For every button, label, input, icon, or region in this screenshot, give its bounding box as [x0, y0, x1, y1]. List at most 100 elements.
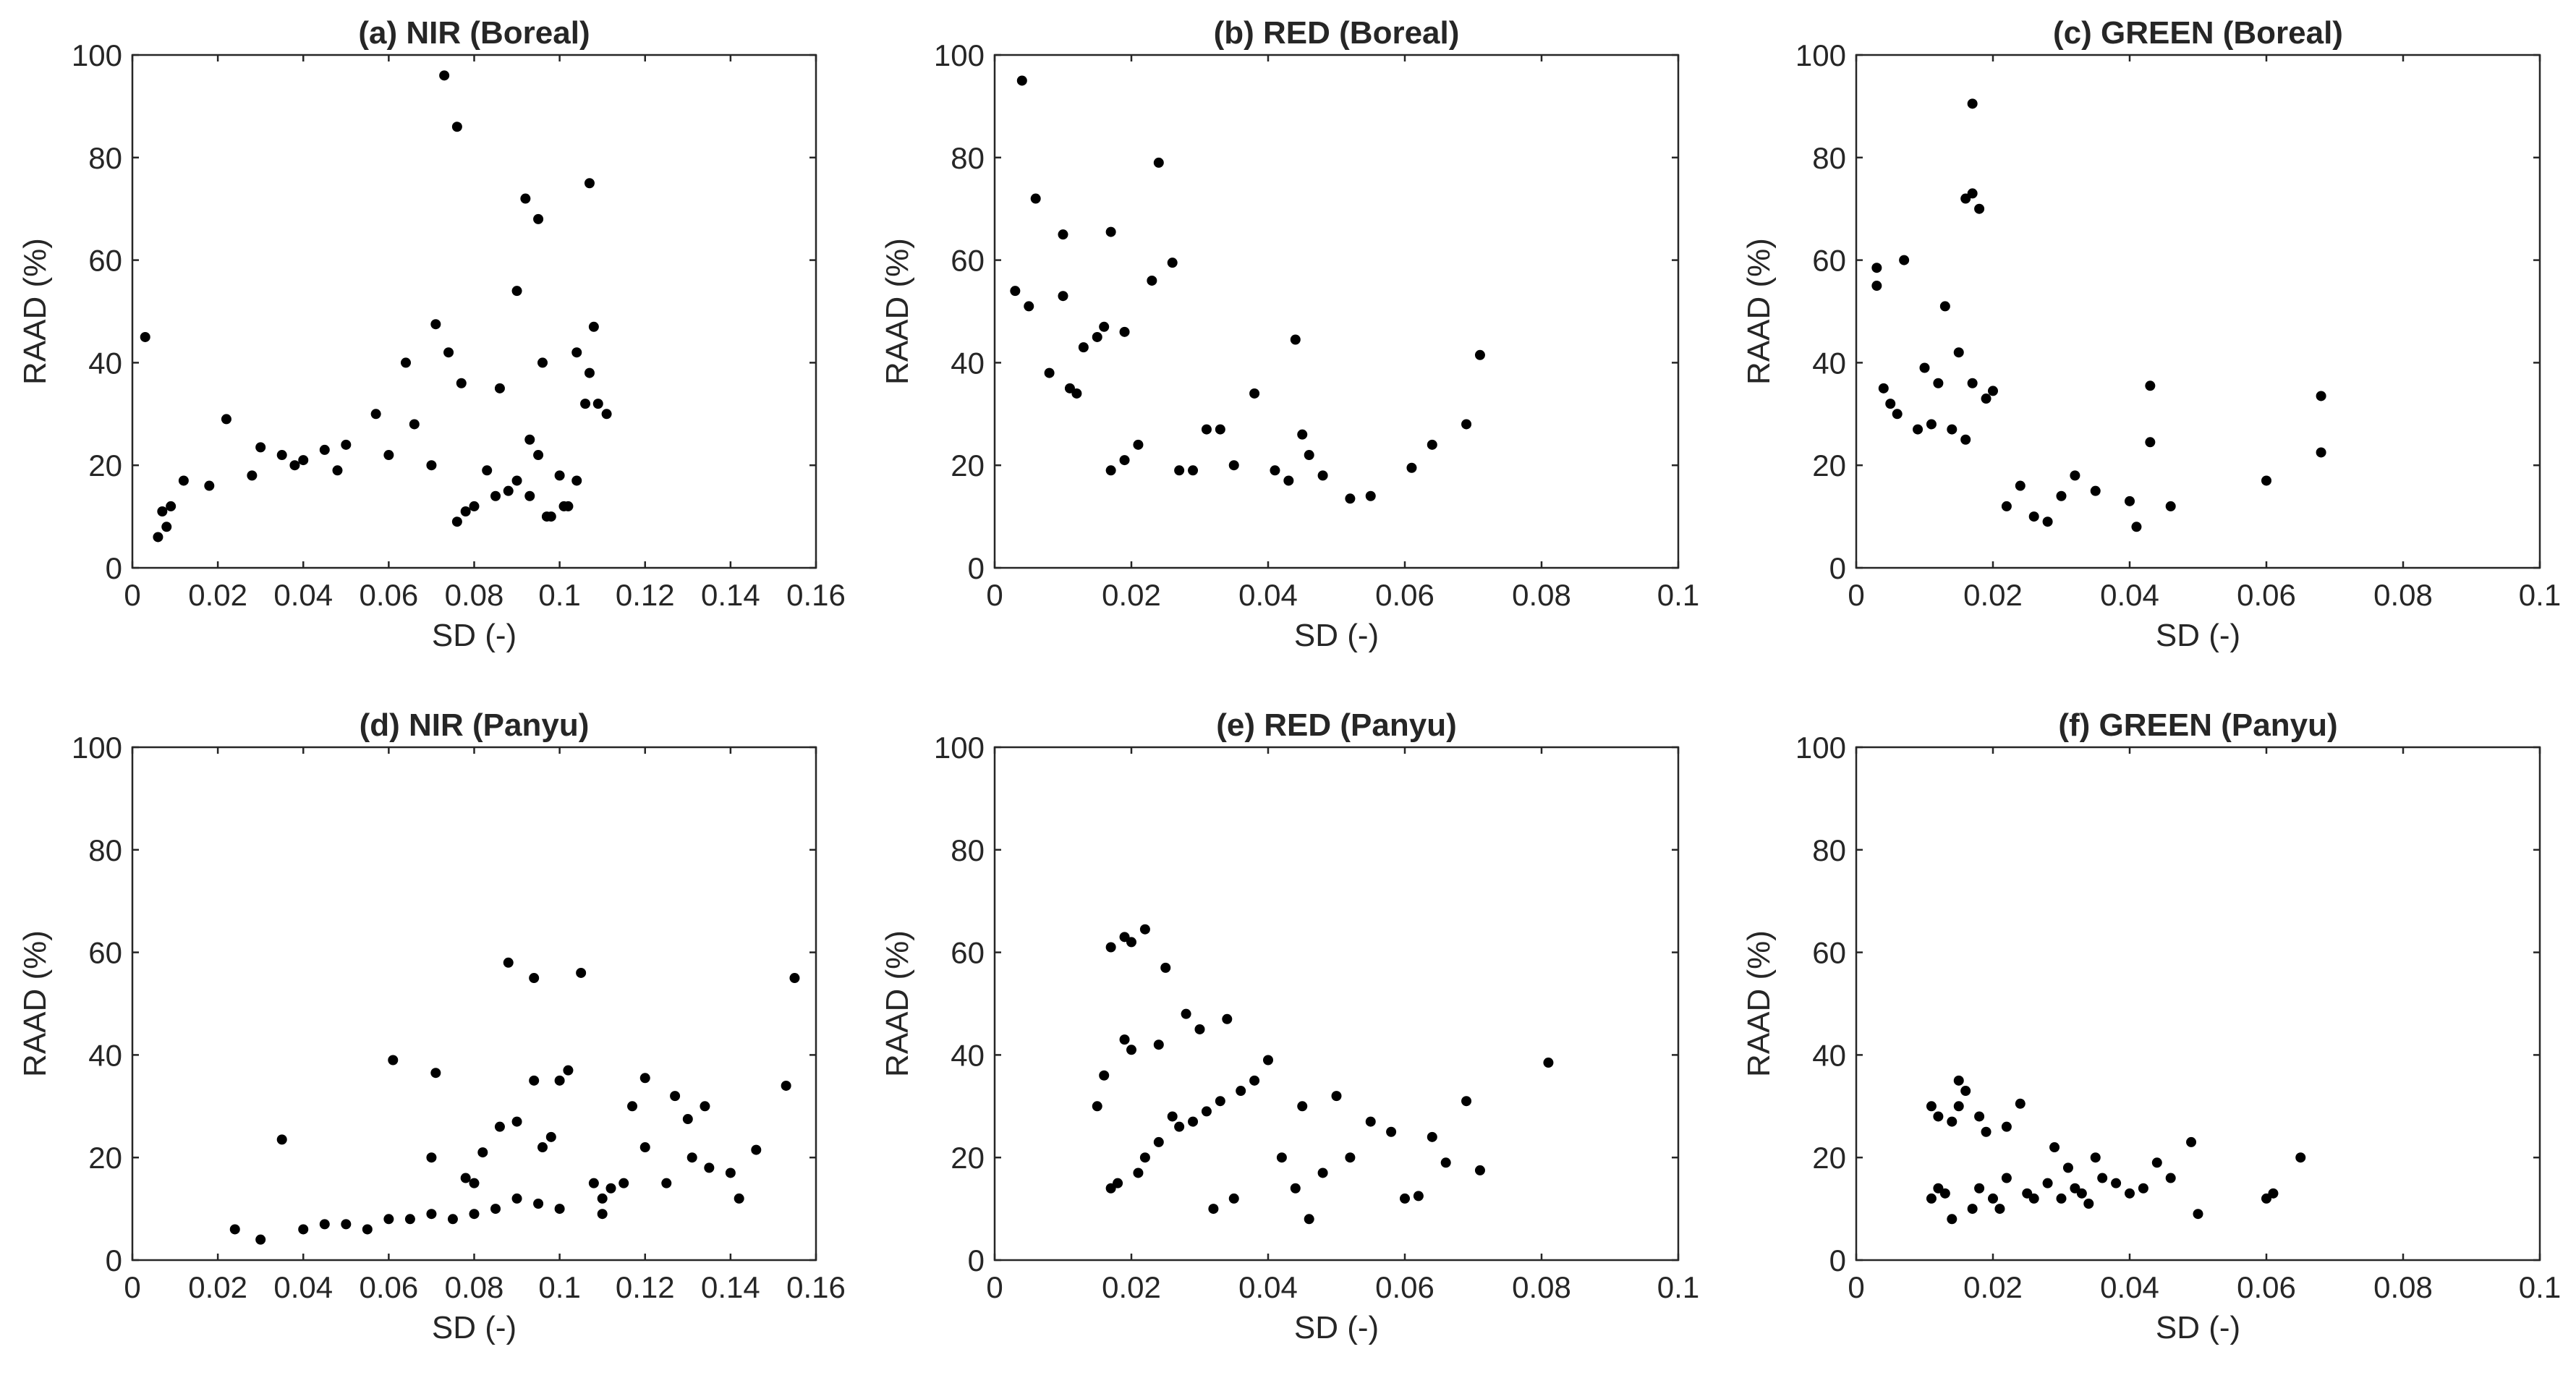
- data-point: [1427, 1131, 1437, 1142]
- data-point: [404, 1214, 415, 1225]
- x-axis-label: SD (-): [2156, 618, 2240, 653]
- y-tick-label: 100: [1795, 731, 1846, 765]
- x-tick-label: 0.08: [445, 1270, 504, 1304]
- data-point: [1181, 1008, 1191, 1019]
- data-point: [2076, 1188, 2087, 1199]
- y-tick-label: 20: [951, 448, 985, 482]
- data-point: [1194, 1024, 1205, 1034]
- data-point: [2316, 447, 2326, 458]
- data-point: [2001, 1173, 2012, 1183]
- data-point: [1981, 394, 1991, 404]
- data-point: [2186, 1136, 2197, 1147]
- data-point: [571, 475, 582, 486]
- x-tick-label: 0.02: [1963, 1270, 2023, 1304]
- data-point: [1885, 399, 1896, 409]
- data-point: [1974, 1111, 1985, 1122]
- panel-title: (d) NIR (Panyu): [360, 707, 590, 743]
- data-point: [1400, 1193, 1410, 1204]
- data-point: [426, 1152, 437, 1163]
- x-tick-label: 0.1: [538, 1270, 580, 1304]
- data-point: [221, 414, 231, 425]
- data-point: [426, 460, 437, 471]
- data-point: [2001, 1121, 2012, 1132]
- data-point: [1365, 490, 1376, 501]
- y-tick-label: 40: [1812, 346, 1846, 380]
- x-tick-label: 0.06: [2237, 578, 2296, 612]
- data-point: [511, 286, 522, 297]
- data-point: [469, 1209, 480, 1220]
- y-tick-label: 20: [951, 1141, 985, 1175]
- x-tick-label: 0.08: [445, 578, 504, 612]
- data-point: [439, 70, 450, 81]
- data-point: [1215, 424, 1225, 435]
- y-tick-label: 60: [88, 936, 122, 970]
- x-tick-label: 0.06: [1375, 578, 1434, 612]
- data-point: [597, 1193, 608, 1204]
- data-point: [1126, 937, 1136, 948]
- data-point: [451, 516, 462, 527]
- data-point: [1440, 1157, 1451, 1168]
- data-point: [1933, 1111, 1944, 1122]
- x-tick-label: 0.02: [188, 1270, 247, 1304]
- data-point: [2042, 516, 2053, 527]
- y-tick-label: 60: [1812, 936, 1846, 970]
- x-tick-label: 0.02: [1102, 578, 1161, 612]
- data-point: [1474, 349, 1485, 360]
- data-point: [443, 347, 454, 358]
- data-point: [2056, 1193, 2067, 1204]
- data-point: [2145, 380, 2156, 391]
- x-axis-label: SD (-): [432, 618, 517, 653]
- x-tick-label: 0: [124, 1270, 140, 1304]
- data-point: [601, 409, 612, 420]
- data-point: [1133, 439, 1144, 450]
- data-point: [1133, 1168, 1144, 1178]
- x-tick-label: 0.08: [1512, 1270, 1571, 1304]
- data-point: [1092, 331, 1102, 342]
- data-point: [1953, 1101, 1964, 1112]
- data-point: [670, 1091, 681, 1102]
- data-point: [1967, 378, 1978, 388]
- panel-6: 0 0.02 0.04 0.06 0.08 0.1 0 20 40 60 80 100 (f) GREE…: [1741, 707, 2561, 1345]
- data-point: [161, 522, 172, 532]
- data-point: [1899, 255, 1910, 265]
- y-tick-label: 100: [1795, 38, 1846, 72]
- x-tick-label: 0: [986, 1270, 1003, 1304]
- data-point: [554, 1204, 565, 1215]
- data-point: [1024, 301, 1034, 312]
- y-tick-label: 80: [1812, 141, 1846, 175]
- panel-2: 0 0.02 0.04 0.06 0.08 0.1 0 20 40 60 80 100 (b) RED …: [880, 15, 1699, 653]
- data-point: [2151, 1157, 2162, 1168]
- data-point: [1058, 291, 1068, 302]
- data-point: [430, 319, 441, 330]
- data-point: [362, 1224, 373, 1235]
- data-point: [1215, 1096, 1225, 1107]
- data-point: [490, 1204, 501, 1215]
- data-point: [503, 485, 514, 496]
- data-point: [460, 506, 471, 517]
- data-point: [1228, 460, 1239, 471]
- data-point: [682, 1114, 693, 1125]
- data-point: [2261, 475, 2271, 486]
- data-point: [1290, 334, 1301, 345]
- data-point: [2295, 1152, 2306, 1163]
- data-point: [580, 399, 591, 409]
- y-tick-label: 40: [1812, 1038, 1846, 1072]
- data-point: [298, 455, 309, 466]
- data-point: [1236, 1086, 1246, 1097]
- data-point: [451, 122, 462, 132]
- panel-title: (e) RED (Panyu): [1216, 707, 1456, 743]
- data-point: [166, 501, 177, 511]
- data-point: [1317, 470, 1328, 481]
- x-tick-label: 0.04: [1238, 1270, 1298, 1304]
- data-point: [1078, 342, 1089, 353]
- data-point: [529, 1075, 540, 1086]
- data-point: [229, 1224, 240, 1235]
- data-point: [2131, 522, 2142, 532]
- x-tick-label: 0.06: [2237, 1270, 2296, 1304]
- data-point: [563, 1065, 574, 1076]
- y-tick-label: 100: [934, 731, 985, 765]
- x-tick-label: 0.16: [786, 1270, 846, 1304]
- axes-box: [993, 54, 1680, 569]
- data-point: [1208, 1204, 1219, 1215]
